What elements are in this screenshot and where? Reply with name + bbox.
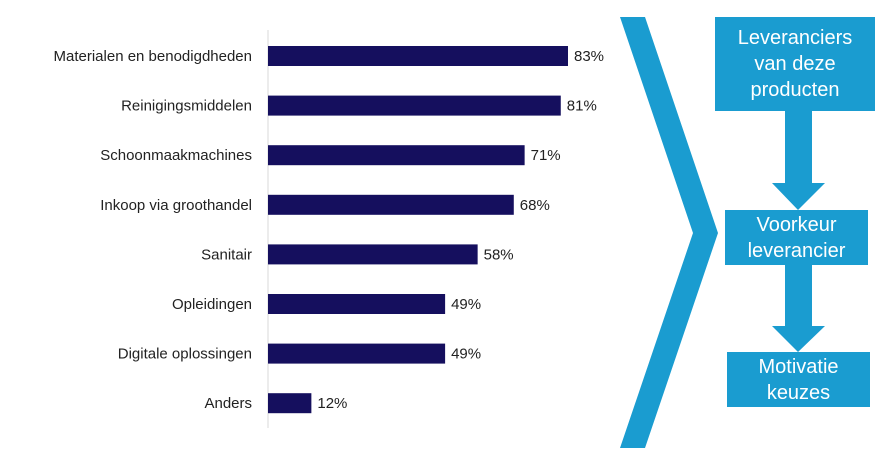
chevron-shape bbox=[620, 17, 718, 448]
data-label: 83% bbox=[574, 48, 604, 65]
data-label: 49% bbox=[451, 296, 481, 313]
bar bbox=[268, 244, 478, 265]
data-label: 49% bbox=[451, 346, 481, 363]
category-label: Opleidingen bbox=[172, 296, 252, 313]
data-label: 71% bbox=[531, 147, 561, 164]
arrow-down bbox=[772, 265, 825, 352]
box-choice-motivation: Motivatie keuzes bbox=[727, 352, 870, 407]
bar bbox=[268, 95, 561, 116]
data-label: 81% bbox=[567, 98, 597, 115]
category-label: Reinigingsmiddelen bbox=[121, 98, 252, 115]
category-label: Materialen en benodigdheden bbox=[54, 48, 253, 65]
data-label: 12% bbox=[317, 395, 347, 412]
bar bbox=[268, 194, 514, 215]
category-label: Sanitair bbox=[201, 246, 252, 263]
category-label: Inkoop via groothandel bbox=[100, 197, 252, 214]
data-label: 68% bbox=[520, 197, 550, 214]
bar bbox=[268, 393, 312, 414]
bar bbox=[268, 145, 525, 166]
data-label: 58% bbox=[484, 246, 514, 263]
arrow-down bbox=[772, 111, 825, 210]
category-label: Digitale oplossingen bbox=[118, 346, 252, 363]
box-supplier-preference: Voorkeur leverancier bbox=[725, 210, 868, 265]
category-label: Schoonmaakmachines bbox=[100, 147, 252, 164]
bar bbox=[268, 294, 446, 314]
bar bbox=[268, 46, 568, 66]
category-label: Anders bbox=[204, 395, 252, 412]
bar bbox=[268, 343, 446, 364]
box-suppliers: Leveranciers van deze producten bbox=[715, 17, 875, 111]
